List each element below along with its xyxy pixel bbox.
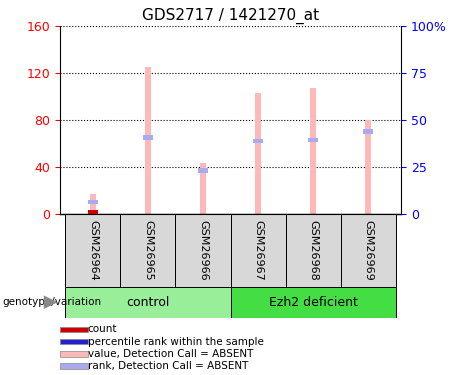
Text: GSM26964: GSM26964	[88, 220, 98, 280]
Text: percentile rank within the sample: percentile rank within the sample	[88, 337, 264, 347]
Bar	[285, 214, 341, 287]
Bar	[89, 194, 96, 214]
Bar	[65, 287, 230, 318]
Bar	[230, 287, 396, 318]
Bar	[363, 129, 373, 134]
Text: GSM26969: GSM26969	[363, 220, 373, 280]
Bar	[88, 200, 98, 204]
Text: GSM26965: GSM26965	[143, 220, 153, 280]
Bar	[88, 210, 98, 214]
Bar	[253, 139, 263, 144]
Bar	[198, 168, 208, 173]
Bar	[230, 214, 285, 287]
Text: GSM26967: GSM26967	[253, 220, 263, 280]
Polygon shape	[44, 296, 58, 309]
Bar	[308, 138, 318, 142]
Bar	[200, 164, 206, 214]
Bar	[341, 214, 396, 287]
Bar	[365, 120, 372, 214]
Text: value, Detection Call = ABSENT: value, Detection Call = ABSENT	[88, 349, 253, 359]
Text: GSM26966: GSM26966	[198, 220, 208, 280]
Bar	[145, 67, 151, 214]
Bar	[255, 93, 261, 214]
Text: Ezh2 deficient: Ezh2 deficient	[269, 296, 357, 309]
Bar	[60, 363, 88, 369]
Bar	[60, 327, 88, 332]
Text: genotype/variation: genotype/variation	[2, 297, 101, 307]
Bar	[143, 135, 153, 140]
Text: rank, Detection Call = ABSENT: rank, Detection Call = ABSENT	[88, 361, 248, 371]
Bar	[120, 214, 176, 287]
Text: count: count	[88, 324, 117, 334]
Text: GSM26968: GSM26968	[308, 220, 318, 280]
Bar	[60, 339, 88, 345]
Title: GDS2717 / 1421270_at: GDS2717 / 1421270_at	[142, 7, 319, 24]
Bar	[310, 88, 316, 214]
Bar	[176, 214, 230, 287]
Bar	[60, 351, 88, 357]
Text: control: control	[126, 296, 170, 309]
Bar	[65, 214, 120, 287]
